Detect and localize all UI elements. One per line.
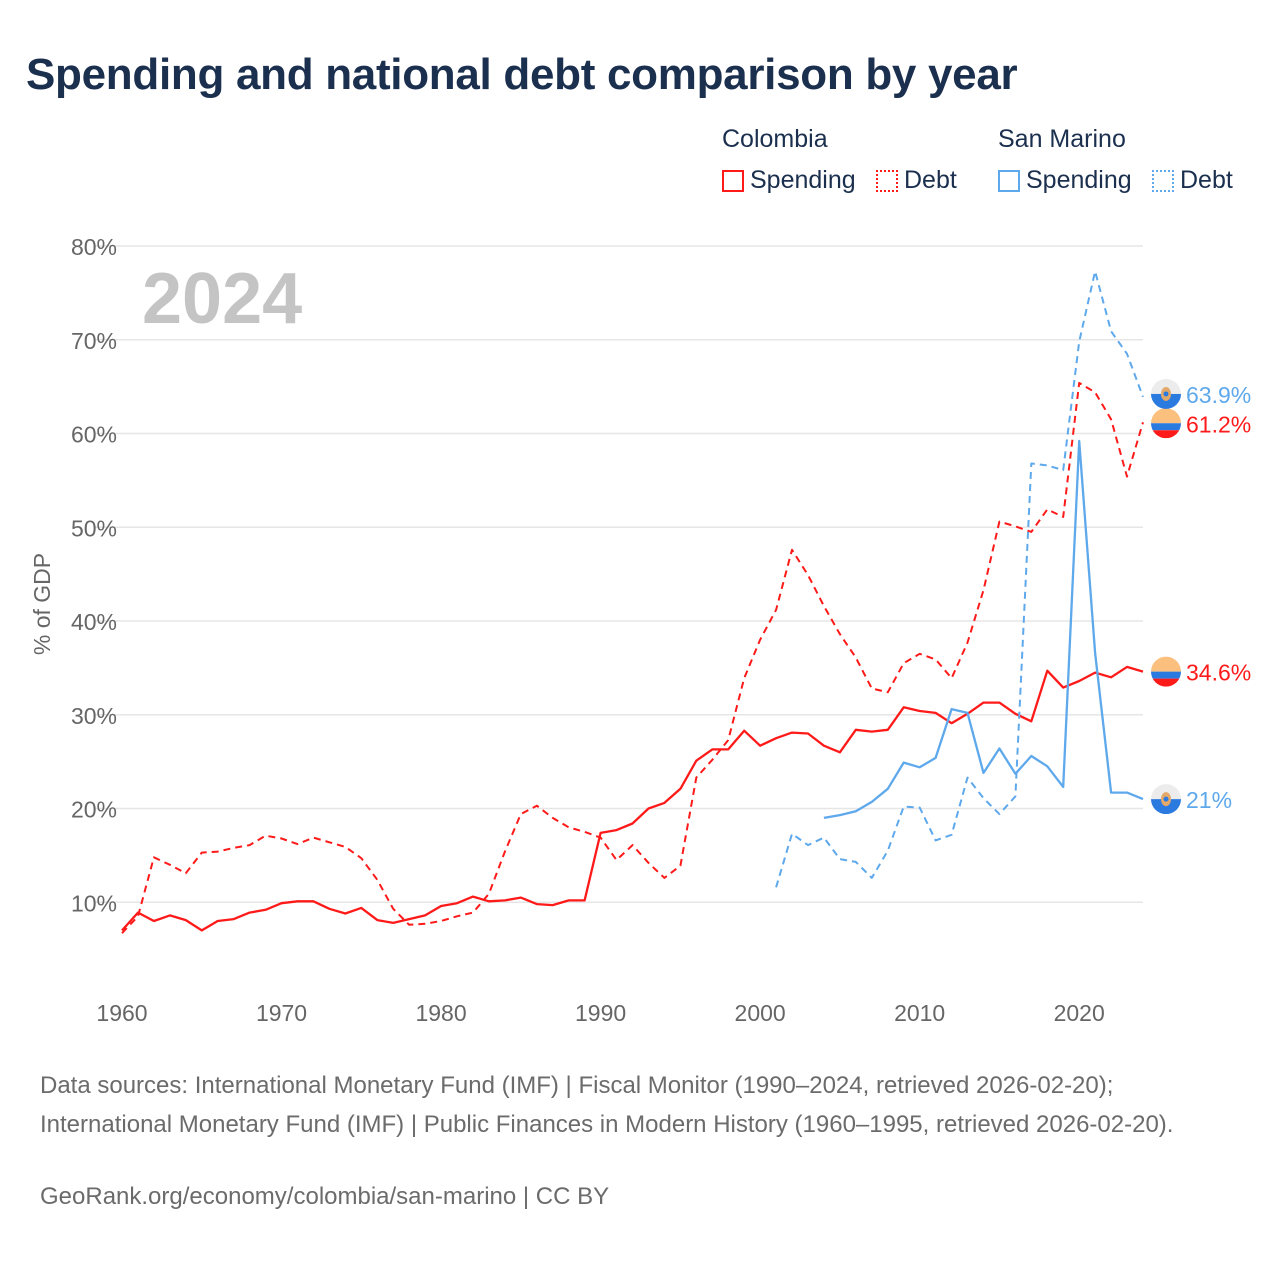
series-line-colombia-spending: [121, 665, 1144, 932]
x-tick-label: 1980: [415, 1000, 466, 1026]
y-tick-label: 60%: [71, 422, 117, 448]
end-value-label: 63.9%: [1186, 382, 1251, 408]
data-sources: Data sources: International Monetary Fun…: [40, 1072, 1174, 1138]
san-marino-flag-icon: [1151, 378, 1181, 409]
legend-label: Debt: [904, 166, 957, 194]
x-tick-label: 1970: [256, 1000, 307, 1026]
legend-san-marino-debt[interactable]: Debt: [1152, 166, 1233, 195]
y-tick-label: 20%: [71, 797, 117, 823]
solid-swatch-icon: [998, 169, 1020, 192]
y-tick-label: 30%: [71, 703, 117, 729]
chart-title: Spending and national debt comparison by…: [26, 50, 1018, 99]
y-axis-label: % of GDP: [29, 553, 55, 655]
series-line-colombia-debt: [121, 381, 1144, 934]
year-watermark: 2024: [142, 259, 302, 339]
colombia-flag-icon: [1151, 656, 1181, 687]
y-tick-label: 70%: [71, 328, 117, 354]
colombia-flag-icon: [1151, 408, 1181, 439]
series-line-san-marino-debt: [775, 270, 1144, 888]
end-value-label: 61.2%: [1186, 411, 1251, 437]
x-tick-label: 1990: [575, 1000, 626, 1026]
legend-label: Debt: [1180, 166, 1233, 194]
dotted-swatch-icon: [876, 169, 898, 192]
y-tick-label: 40%: [71, 609, 117, 635]
y-tick-label: 80%: [71, 234, 117, 260]
legend-colombia-spending[interactable]: Spending: [722, 166, 856, 195]
end-value-label: 21%: [1186, 787, 1232, 813]
legend-label: Spending: [1026, 166, 1132, 194]
x-tick-label: 1960: [96, 1000, 147, 1026]
legend-country-colombia: Colombia: [722, 125, 828, 153]
y-tick-label: 50%: [71, 515, 117, 541]
legend-colombia-debt[interactable]: Debt: [876, 166, 957, 195]
chart-plot: 2024 % of GDP 10% 20% 30% 40% 50% 60% 70% 80% 1…: [29, 234, 1251, 1026]
gridlines: [95, 245, 1143, 903]
credit-link[interactable]: GeoRank.org/economy/colombia/san-marino …: [40, 1183, 610, 1210]
legend-san-marino-spending[interactable]: Spending: [998, 166, 1132, 195]
x-tick-label: 2000: [735, 1000, 786, 1026]
legend-label: Spending: [750, 166, 856, 194]
san-marino-flag-icon: [1151, 784, 1181, 815]
legend-country-san-marino: San Marino: [998, 125, 1126, 153]
solid-swatch-icon: [722, 169, 744, 192]
series-line-san-marino-spending: [823, 439, 1144, 820]
dotted-swatch-icon: [1152, 169, 1174, 192]
x-tick-label: 2010: [894, 1000, 945, 1026]
end-value-label: 34.6%: [1186, 660, 1251, 686]
y-tick-label: 10%: [71, 890, 117, 916]
x-tick-label: 2020: [1054, 1000, 1105, 1026]
